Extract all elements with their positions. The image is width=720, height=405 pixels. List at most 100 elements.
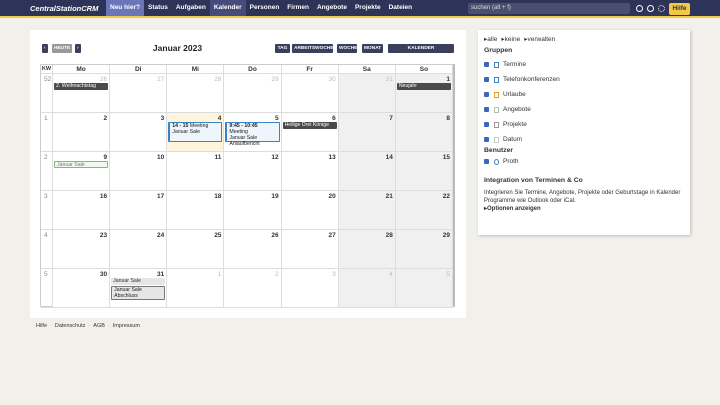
integration-link[interactable]: ▸Optionen anzeigen: [484, 206, 541, 212]
day-cell[interactable]: 11: [167, 152, 225, 191]
day-cell[interactable]: 29: [395, 230, 453, 269]
day-cell[interactable]: 27: [281, 230, 339, 269]
day-cell[interactable]: 5 9:45 - 10:45 Meeting Januar Sale Anlaufb…: [224, 113, 282, 152]
nav-item[interactable]: Status: [147, 4, 168, 11]
day-cell[interactable]: 23: [53, 230, 111, 269]
event[interactable]: Neujahr: [396, 83, 451, 90]
search-box[interactable]: suchen (alt + f): [468, 3, 630, 14]
footer-link[interactable]: AGB: [93, 323, 105, 329]
nav-item[interactable]: Kalender: [209, 0, 246, 16]
footer-link[interactable]: Impressum: [112, 323, 140, 329]
day-cell[interactable]: 26: [224, 230, 282, 269]
checkbox[interactable]: [484, 107, 489, 112]
view-button[interactable]: MONAT: [362, 44, 383, 53]
filter-link[interactable]: ▸verwalten: [524, 36, 556, 43]
group-row[interactable]: Projekte: [484, 117, 684, 132]
view-button[interactable]: KALENDER EINSTELLUNGEN: [388, 44, 454, 60]
filter-link[interactable]: ▸alle: [484, 36, 498, 43]
checkbox[interactable]: [484, 122, 489, 127]
day-cell[interactable]: 6 Heilige Drei Könige: [281, 113, 339, 152]
nav-item[interactable]: Firmen: [287, 4, 309, 11]
event[interactable]: Januar Sale Abschluss: [111, 286, 166, 300]
day-cell[interactable]: 5: [395, 269, 453, 308]
day-cell[interactable]: 4 14 - 15 Meeting Januar Sale: [167, 113, 225, 152]
day-cell[interactable]: 28: [338, 230, 396, 269]
day-cell[interactable]: 3: [281, 269, 339, 308]
day-cell[interactable]: 4: [338, 269, 396, 308]
event[interactable]: Januar Sale: [111, 278, 166, 285]
checkbox[interactable]: [484, 159, 489, 164]
event[interactable]: Heilige Drei Könige: [282, 122, 337, 129]
day-cell[interactable]: 22: [395, 191, 453, 230]
day-cell[interactable]: 9 Januar Sale: [53, 152, 111, 191]
day-cell[interactable]: 2: [224, 269, 282, 308]
help-button[interactable]: Hilfe: [669, 3, 690, 15]
day-cell[interactable]: 28: [167, 74, 225, 113]
day-cell[interactable]: 2: [53, 113, 111, 152]
settings-icon[interactable]: [658, 5, 665, 12]
nav-item[interactable]: Aufgaben: [175, 4, 206, 11]
filter-link[interactable]: ▸keine: [501, 36, 521, 43]
day-cell[interactable]: 30: [281, 74, 339, 113]
prev-button[interactable]: ‹: [42, 44, 48, 53]
day-cell[interactable]: 12: [224, 152, 282, 191]
footer-link[interactable]: Datenschutz: [54, 323, 86, 329]
day-cell[interactable]: 1: [167, 269, 225, 308]
group-row[interactable]: Angebote: [484, 102, 684, 117]
day-cell[interactable]: 25: [167, 230, 225, 269]
day-cell[interactable]: 17: [110, 191, 168, 230]
link-text[interactable]: Optionen anzeigen: [487, 206, 541, 212]
group-row[interactable]: Datum: [484, 132, 684, 147]
logo[interactable]: CentralStationCRM: [30, 3, 99, 13]
group-row[interactable]: Telefonkonferenzen: [484, 72, 684, 87]
event[interactable]: Januar Sale: [54, 161, 109, 168]
link-text[interactable]: alle: [487, 36, 498, 43]
today-button[interactable]: HEUTE: [52, 44, 73, 53]
day-cell[interactable]: 19: [224, 191, 282, 230]
day-cell[interactable]: 1 Neujahr: [395, 74, 453, 113]
day-cell[interactable]: 27: [110, 74, 168, 113]
day-cell[interactable]: 13: [281, 152, 339, 191]
day-cell[interactable]: 7: [338, 113, 396, 152]
nav-item[interactable]: Angebote: [316, 4, 347, 11]
day-cell[interactable]: 21: [338, 191, 396, 230]
nav-item[interactable]: Personen: [249, 4, 280, 11]
user-row[interactable]: Proth: [484, 154, 684, 169]
view-button[interactable]: WOCHE: [337, 44, 358, 53]
day-cell[interactable]: 26 2. Weihnachtstag: [53, 74, 111, 113]
day-cell[interactable]: 15: [395, 152, 453, 191]
next-button[interactable]: ›: [75, 44, 81, 53]
view-button[interactable]: TAG: [275, 44, 290, 53]
notifications-icon[interactable]: [636, 5, 643, 12]
group-icon: [494, 61, 499, 68]
checkbox[interactable]: [484, 62, 489, 67]
checkbox[interactable]: [484, 92, 489, 97]
link-text[interactable]: keine: [504, 36, 521, 43]
group-row[interactable]: Urlaube: [484, 87, 684, 102]
footer-link[interactable]: Hilfe: [36, 323, 48, 329]
checkbox[interactable]: [484, 137, 489, 142]
day-cell[interactable]: 16: [53, 191, 111, 230]
view-button[interactable]: ARBEITSWOCHE: [292, 44, 334, 53]
checkbox[interactable]: [484, 77, 489, 82]
group-row[interactable]: Termine: [484, 57, 684, 72]
nav-item[interactable]: Dateien: [388, 4, 413, 11]
new-here[interactable]: Neu hier?: [106, 0, 144, 16]
event[interactable]: 14 - 15 Meeting Januar Sale: [168, 122, 223, 142]
day-cell[interactable]: 20: [281, 191, 339, 230]
day-cell[interactable]: 31: [338, 74, 396, 113]
history-icon[interactable]: [647, 5, 654, 12]
event[interactable]: 2. Weihnachtstag: [54, 83, 109, 90]
event[interactable]: 9:45 - 10:45 Meeting Januar Sale Anlaufbe…: [225, 122, 280, 147]
day-cell[interactable]: 3: [110, 113, 168, 152]
day-cell[interactable]: 8: [395, 113, 453, 152]
day-cell[interactable]: 31 Januar Sale Januar Sale Abschluss: [110, 269, 168, 308]
day-cell[interactable]: 30: [53, 269, 111, 308]
day-cell[interactable]: 10: [110, 152, 168, 191]
link-text[interactable]: verwalten: [527, 36, 556, 43]
day-cell[interactable]: 14: [338, 152, 396, 191]
day-cell[interactable]: 24: [110, 230, 168, 269]
day-cell[interactable]: 18: [167, 191, 225, 230]
nav-item[interactable]: Projekte: [354, 4, 381, 11]
day-cell[interactable]: 29: [224, 74, 282, 113]
